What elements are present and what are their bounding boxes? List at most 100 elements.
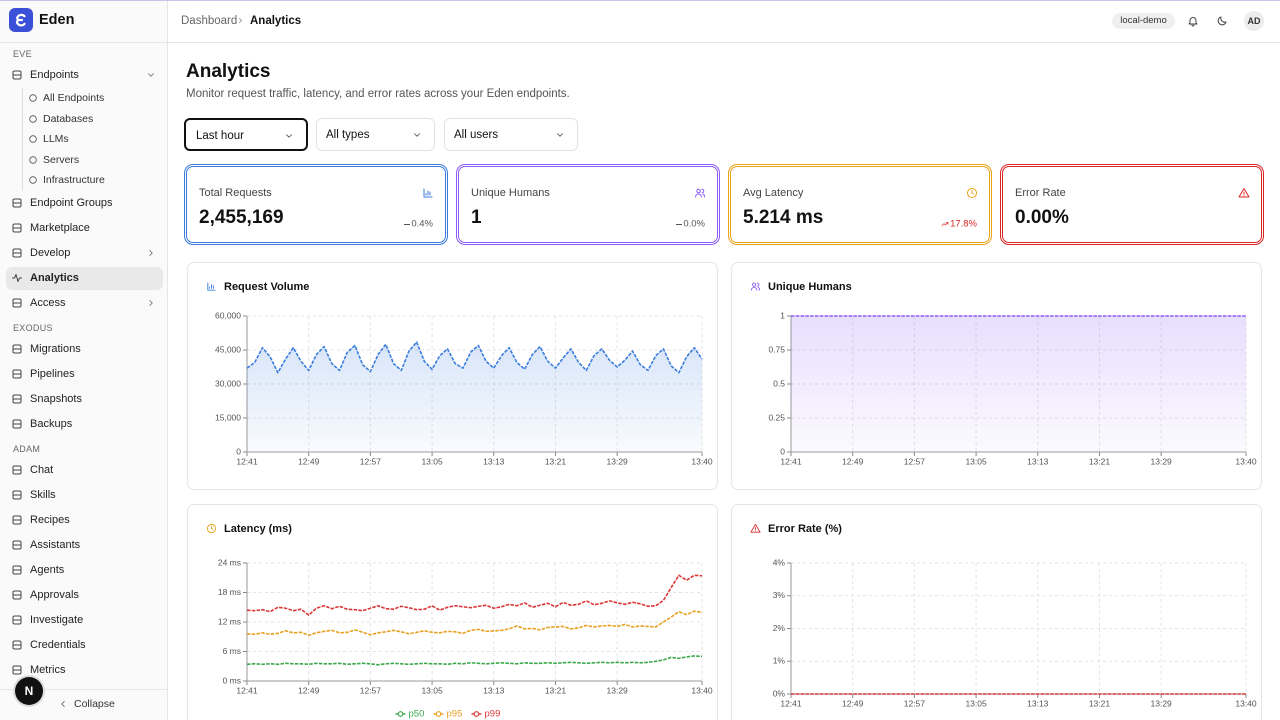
icon-part xyxy=(696,188,701,194)
icon-part xyxy=(29,135,37,143)
y-tick-label: 18 ms xyxy=(218,587,241,597)
stat-value: 1 xyxy=(471,207,482,228)
icon-part xyxy=(750,282,761,291)
filter-select[interactable]: All types xyxy=(316,118,435,151)
x-tick-label: 12:41 xyxy=(780,456,802,466)
y-tick-label: 0 xyxy=(780,446,785,456)
y-tick-label: 1 xyxy=(780,310,785,320)
dev-badge[interactable]: N xyxy=(15,677,43,705)
legend-dot xyxy=(473,711,480,717)
active-highlight xyxy=(6,266,163,290)
x-tick-label: 13:05 xyxy=(421,685,443,695)
filter-label: All users xyxy=(454,128,499,141)
icon-part xyxy=(286,133,292,138)
filter-label: Last hour xyxy=(196,129,244,142)
nav-item[interactable]: Credentials xyxy=(30,639,86,651)
stat-label: Avg Latency xyxy=(743,187,804,199)
nav-item[interactable]: Investigate xyxy=(30,614,84,626)
icon-part xyxy=(1217,16,1227,26)
stat-value: 2,455,169 xyxy=(199,207,284,228)
subnav-icon xyxy=(29,135,37,143)
submenu-chevron[interactable] xyxy=(146,298,156,308)
x-tick-label: 13:05 xyxy=(965,698,987,708)
nav-item[interactable]: Endpoints xyxy=(30,69,79,81)
nav-item[interactable]: Metrics xyxy=(30,664,66,676)
sidebar: Eden EVE Endpoints All Endpoints Databases LL… xyxy=(0,0,168,720)
theme-toggle[interactable] xyxy=(1216,15,1228,27)
submenu-chevron[interactable] xyxy=(146,248,156,258)
chart-card: Request Volume 0 15,000 30,000 45,000 60,000 1… xyxy=(187,262,718,490)
subnav-item[interactable]: LLMs xyxy=(43,133,69,145)
section-label: EXODUS xyxy=(13,323,53,333)
notifications-button[interactable] xyxy=(1187,15,1199,27)
nav-item[interactable]: Agents xyxy=(30,564,65,576)
nav-item[interactable]: Pipelines xyxy=(30,368,75,380)
legend-dot xyxy=(397,711,404,717)
breadcrumb-link[interactable]: Dashboard xyxy=(181,15,238,27)
line xyxy=(246,655,703,666)
icon-part xyxy=(29,114,37,123)
nav-item[interactable]: Assistants xyxy=(30,539,81,551)
brand-logo xyxy=(9,8,33,32)
nav-item[interactable]: Migrations xyxy=(30,343,81,355)
nav-item[interactable]: Develop xyxy=(30,247,71,259)
chart-icon xyxy=(750,282,761,291)
filter-select[interactable]: Last hour xyxy=(184,118,308,151)
nav-item[interactable]: Backups xyxy=(30,418,73,430)
x-tick-label: 13:13 xyxy=(1027,698,1049,708)
nav-item[interactable]: Chat xyxy=(30,464,54,476)
x-tick-label: 12:41 xyxy=(236,685,258,695)
nav-item[interactable]: Approvals xyxy=(30,589,79,601)
nav-item[interactable]: Snapshots xyxy=(30,393,82,405)
icon-part xyxy=(149,250,153,256)
filter-chevron xyxy=(414,132,420,137)
nav-item[interactable]: Marketplace xyxy=(30,222,90,234)
subnav-item[interactable]: Databases xyxy=(43,112,94,125)
y-tick-label: 6 ms xyxy=(223,646,241,656)
subnav-item[interactable]: Infrastructure xyxy=(43,174,105,186)
filter-chevron xyxy=(557,132,563,137)
filter-select[interactable]: All users xyxy=(444,118,578,151)
x-tick-label: 13:29 xyxy=(1151,456,1173,466)
x-tick-label: 13:40 xyxy=(691,685,713,695)
environment-badge[interactable]: local-demo xyxy=(1112,13,1175,29)
collapse-button[interactable]: Collapse xyxy=(74,698,115,710)
expand-chevron[interactable] xyxy=(146,70,156,80)
stat-label: Unique Humans xyxy=(471,187,550,199)
chart-card: Error Rate (%) 0% 1% 2% 3% 4% 12:41 12:49 12:57 1… xyxy=(731,504,1262,720)
icon-part xyxy=(695,188,705,198)
submenu-line xyxy=(22,88,23,191)
subnav-item[interactable]: Servers xyxy=(43,153,80,166)
brand-name: Eden xyxy=(39,12,75,28)
trend-flat-icon xyxy=(675,224,682,225)
icon-part xyxy=(148,73,154,77)
x-tick-label: 13:13 xyxy=(483,685,505,695)
stat-icon xyxy=(695,188,705,198)
nav-icon xyxy=(12,369,22,379)
nav-item[interactable]: Access xyxy=(30,297,66,309)
nav-icon xyxy=(12,248,22,258)
y-tick-label: 60,000 xyxy=(215,310,241,320)
nav-item[interactable]: Endpoint Groups xyxy=(30,197,113,209)
chart-title: Unique Humans xyxy=(768,281,852,293)
y-tick-label: 0 ms xyxy=(223,675,241,685)
nav-item[interactable]: Skills xyxy=(30,489,56,501)
icon-part xyxy=(15,13,26,27)
x-tick-label: 13:13 xyxy=(1027,456,1049,466)
chart-icon xyxy=(750,523,761,533)
subnav-item[interactable]: All Endpoints xyxy=(43,92,105,104)
legend-label: p99 xyxy=(485,709,501,720)
page-title: Analytics xyxy=(186,61,271,82)
icon-part xyxy=(29,176,37,184)
collapse-icon[interactable] xyxy=(58,699,68,709)
area xyxy=(247,342,702,452)
line xyxy=(246,341,703,374)
x-tick-label: 12:41 xyxy=(236,456,258,466)
nav-item[interactable]: Analytics xyxy=(30,272,79,284)
avatar[interactable]: AD xyxy=(1244,11,1264,31)
stat-card: Error Rate 0.00% xyxy=(999,163,1265,246)
chart-card: Latency (ms) 0 ms 6 ms 12 ms 18 ms 24 ms 12:41… xyxy=(187,504,718,720)
y-tick-label: 30,000 xyxy=(215,378,241,388)
y-tick-label: 3% xyxy=(773,590,786,600)
nav-item[interactable]: Recipes xyxy=(30,514,70,526)
